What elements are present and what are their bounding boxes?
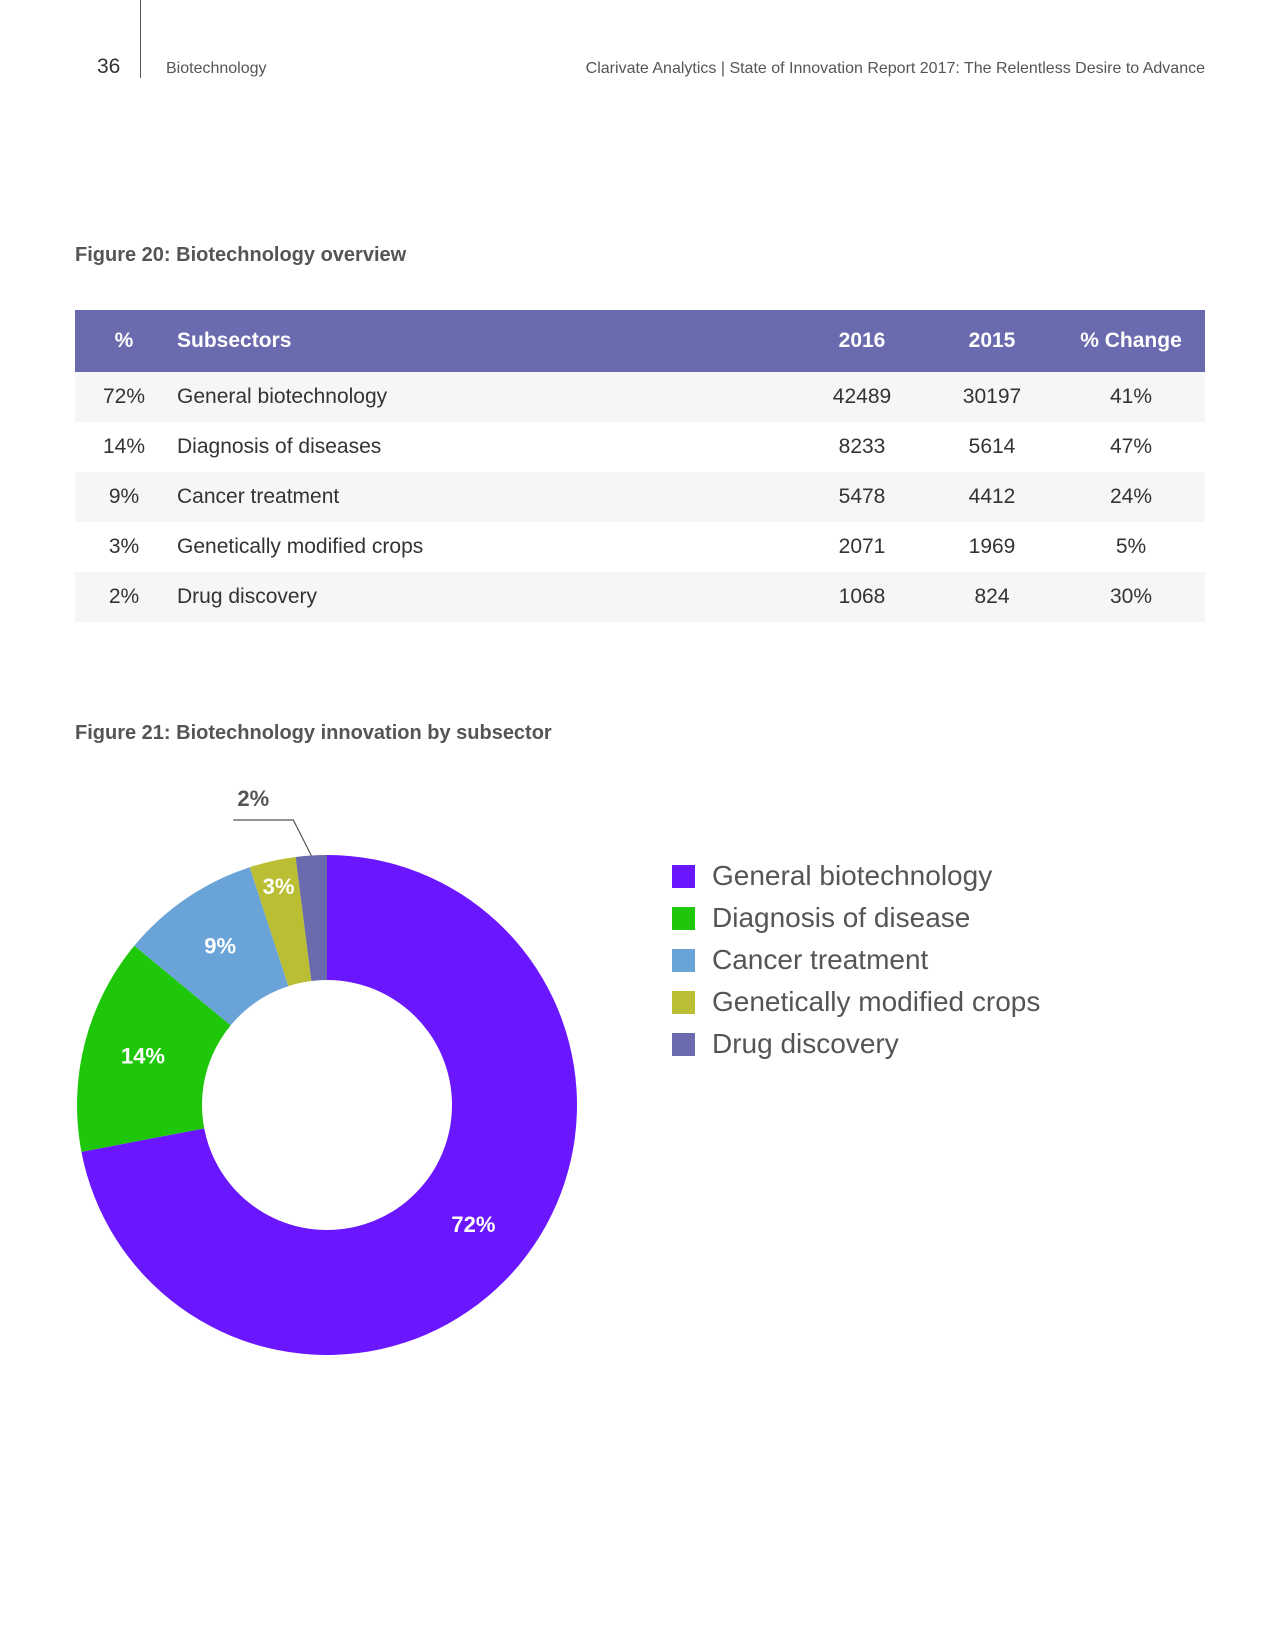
- cell-change: 5%: [1057, 522, 1205, 572]
- donut-slice-2: [77, 945, 231, 1152]
- page-number: 36: [97, 55, 121, 78]
- legend-swatch: [672, 990, 695, 1014]
- cell-2016: 1068: [797, 572, 927, 622]
- donut-slice-1: [81, 855, 577, 1355]
- column-header-change: % Change: [1057, 310, 1205, 372]
- cell-change: 47%: [1057, 422, 1205, 472]
- legend-label: Genetically modified crops: [712, 986, 1041, 1017]
- cell-change: 41%: [1057, 372, 1205, 422]
- table-row: 2% Drug discovery 1068 824 30%: [75, 572, 1205, 622]
- cell-change: 24%: [1057, 472, 1205, 522]
- column-header-subsectors: Subsectors: [173, 310, 797, 372]
- donut-label-4: 3%: [263, 874, 295, 899]
- legend-item: General biotechnology: [672, 855, 1040, 897]
- legend-label: Cancer treatment: [712, 944, 929, 975]
- legend-item: Diagnosis of disease: [672, 897, 1040, 939]
- legend-item: Genetically modified crops: [672, 981, 1040, 1023]
- column-header-2015: 2015: [927, 310, 1057, 372]
- running-title: Clarivate Analytics | State of Innovatio…: [585, 60, 1205, 77]
- legend-label: Drug discovery: [712, 1028, 899, 1059]
- cell-2015: 30197: [927, 372, 1057, 422]
- donut-slice-5: [295, 855, 327, 981]
- cell-subsector: General biotechnology: [173, 372, 797, 422]
- donut-slice-4: [249, 856, 312, 987]
- table-row: 72% General biotechnology 42489 30197 41…: [75, 372, 1205, 422]
- cell-subsector: Genetically modified crops: [173, 522, 797, 572]
- table-header-row: % Subsectors 2016 2015 % Change: [75, 310, 1205, 372]
- legend-item: Drug discovery: [672, 1023, 1040, 1065]
- figure-21-title: Figure 21: Biotechnology innovation by s…: [75, 722, 552, 744]
- table-row: 9% Cancer treatment 5478 4412 24%: [75, 472, 1205, 522]
- cell-2016: 2071: [797, 522, 927, 572]
- figure-20-title: Figure 20: Biotechnology overview: [75, 244, 407, 266]
- column-header-2016: 2016: [797, 310, 927, 372]
- cell-2015: 824: [927, 572, 1057, 622]
- cell-percent: 14%: [75, 422, 173, 472]
- chart-legend: General biotechnology Diagnosis of disea…: [672, 855, 1040, 1065]
- column-header-percent: %: [75, 310, 173, 372]
- cell-2016: 5478: [797, 472, 927, 522]
- donut-label-2: 14%: [121, 1044, 165, 1069]
- cell-2016: 42489: [797, 372, 927, 422]
- donut-label-5: 2%: [237, 786, 269, 811]
- cell-change: 30%: [1057, 572, 1205, 622]
- biotechnology-overview-table: % Subsectors 2016 2015 % Change 72% Gene…: [75, 310, 1205, 622]
- cell-percent: 2%: [75, 572, 173, 622]
- cell-2016: 8233: [797, 422, 927, 472]
- cell-percent: 72%: [75, 372, 173, 422]
- cell-subsector: Cancer treatment: [173, 472, 797, 522]
- table-row: 3% Genetically modified crops 2071 1969 …: [75, 522, 1205, 572]
- cell-2015: 4412: [927, 472, 1057, 522]
- legend-label: General biotechnology: [712, 860, 993, 891]
- donut-label-3: 9%: [204, 934, 236, 959]
- header-divider: [140, 0, 141, 78]
- table-row: 14% Diagnosis of diseases 8233 5614 47%: [75, 422, 1205, 472]
- legend-swatch: [672, 906, 695, 930]
- cell-subsector: Drug discovery: [173, 572, 797, 622]
- section-label: Biotechnology: [166, 60, 267, 77]
- cell-2015: 1969: [927, 522, 1057, 572]
- donut-label-1: 72%: [451, 1212, 495, 1237]
- donut-chart: 72% 14% 9% 3% 2%: [77, 786, 577, 1355]
- cell-2015: 5614: [927, 422, 1057, 472]
- donut-leader-line: [233, 819, 312, 856]
- legend-swatch: [672, 948, 695, 972]
- legend-swatch: [672, 864, 695, 888]
- legend-label: Diagnosis of disease: [712, 902, 971, 933]
- donut-slice-3: [134, 867, 289, 1026]
- cell-percent: 9%: [75, 472, 173, 522]
- cell-subsector: Diagnosis of diseases: [173, 422, 797, 472]
- legend-item: Cancer treatment: [672, 939, 1040, 981]
- cell-percent: 3%: [75, 522, 173, 572]
- legend-swatch: [672, 1032, 695, 1056]
